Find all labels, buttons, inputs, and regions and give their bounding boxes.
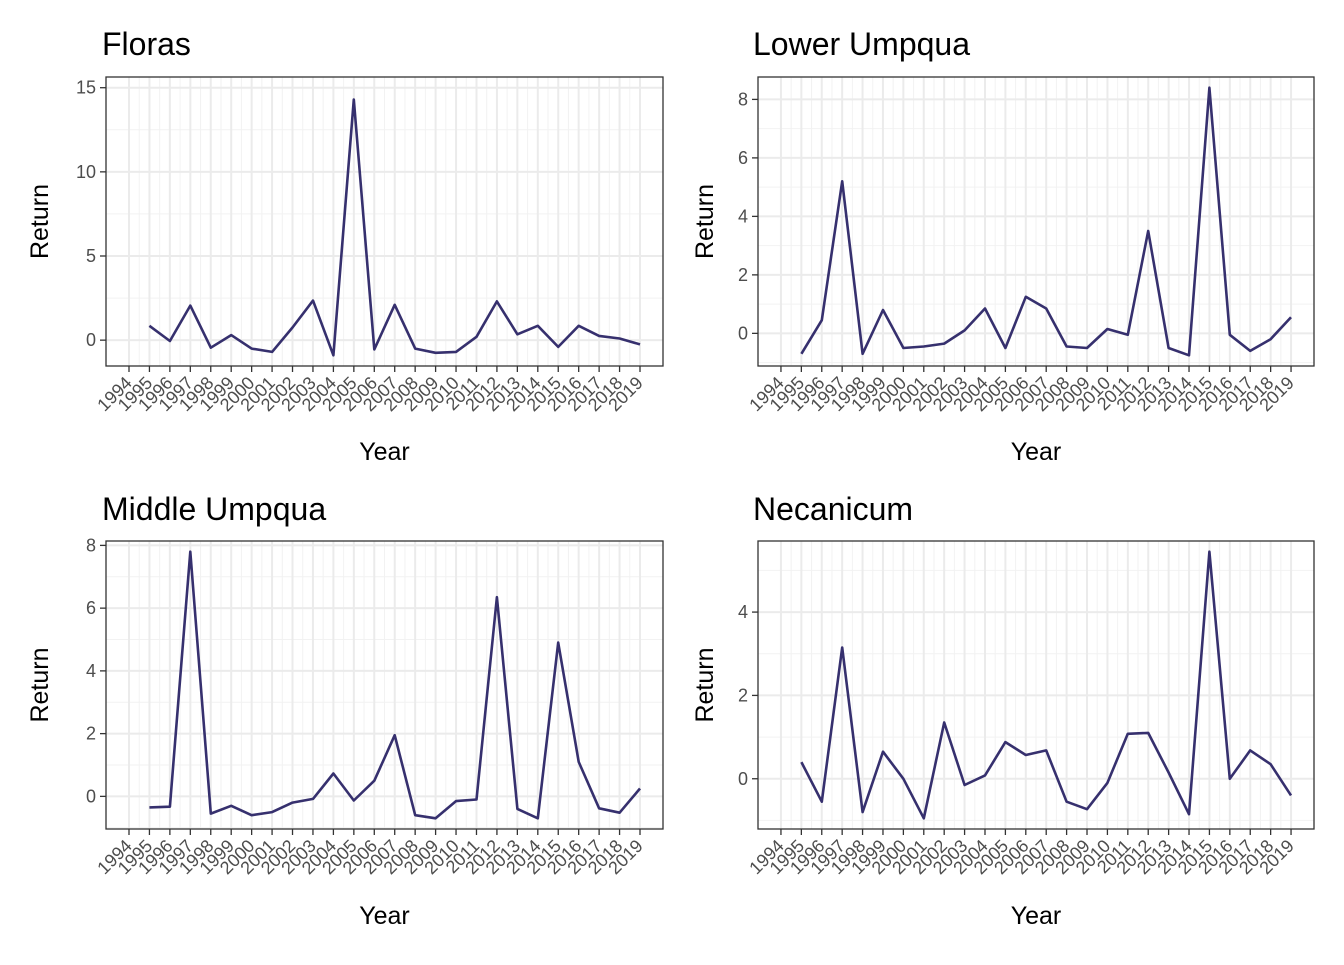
x-axis-title: Year [359, 438, 410, 466]
y-tick-label: 15 [76, 78, 96, 98]
panel-border [757, 540, 1315, 830]
x-axis-title: Year [1011, 902, 1062, 930]
y-tick-label: 4 [738, 206, 748, 226]
y-tick-label: 10 [76, 162, 96, 182]
chart-title: Middle Umpqua [102, 491, 326, 527]
y-tick-label: 5 [86, 246, 96, 266]
y-tick-label: 0 [738, 323, 748, 343]
y-axis-title: Return [691, 647, 719, 722]
chart-title: Necanicum [753, 491, 913, 527]
y-axis-title: Return [691, 184, 719, 259]
series-line [148, 98, 641, 357]
y-tick-label: 0 [738, 769, 748, 789]
chart-title: Lower Umpqua [753, 26, 970, 62]
y-tick-label: 8 [86, 535, 96, 555]
y-tick-label: 2 [738, 685, 748, 705]
x-axis-title: Year [1011, 438, 1062, 466]
panel-border [105, 540, 664, 830]
y-tick-label: 8 [738, 89, 748, 109]
chart-title: Floras [102, 26, 191, 62]
panel-border [757, 76, 1315, 367]
y-tick-label: 0 [86, 786, 96, 806]
y-tick-label: 4 [738, 602, 748, 622]
x-axis-title: Year [359, 902, 410, 930]
series-line [149, 550, 641, 820]
y-tick-label: 2 [86, 724, 96, 744]
panel-border [105, 76, 664, 367]
chart-panel-0: 0510151994199519961997199819992000200120… [26, 26, 664, 466]
y-axis-title: Return [26, 184, 54, 259]
y-axis-title: Return [26, 647, 54, 722]
y-tick-label: 0 [86, 330, 96, 350]
y-tick-label: 6 [86, 598, 96, 618]
y-tick-label: 6 [738, 148, 748, 168]
y-tick-label: 2 [738, 265, 748, 285]
chart-panel-3: 0241994199519961997199819992000200120022… [691, 491, 1315, 930]
series-line [800, 86, 1292, 357]
chart-panel-2: 0246819941995199619971998199920002001200… [26, 491, 664, 930]
series-line [800, 550, 1293, 820]
chart-panel-1: 0246819941995199619971998199920002001200… [691, 26, 1315, 466]
y-tick-label: 4 [86, 661, 96, 681]
